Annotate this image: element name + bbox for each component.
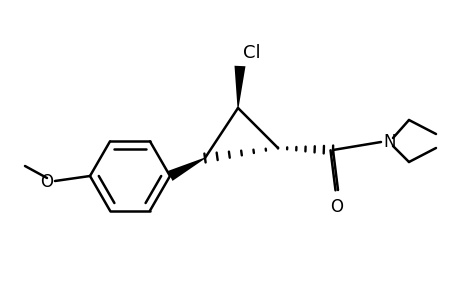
Text: O: O bbox=[40, 173, 53, 191]
Polygon shape bbox=[234, 66, 245, 108]
Text: O: O bbox=[330, 198, 343, 216]
Polygon shape bbox=[167, 158, 205, 181]
Text: N: N bbox=[382, 133, 395, 151]
Text: Cl: Cl bbox=[242, 44, 260, 62]
